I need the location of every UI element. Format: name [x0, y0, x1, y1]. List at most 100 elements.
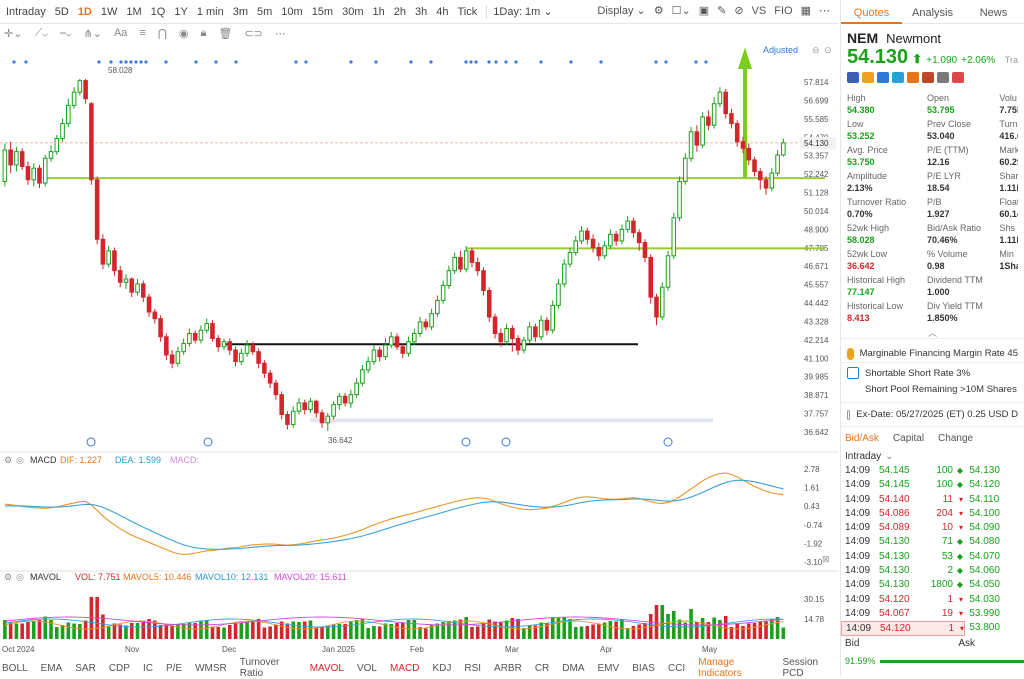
candle-body[interactable]: [123, 278, 129, 283]
event-dot[interactable]: [134, 60, 138, 64]
earnings-marker-icon[interactable]: [663, 437, 673, 447]
pane-eye-icon[interactable]: ◎: [16, 455, 24, 465]
event-dot[interactable]: [144, 60, 148, 64]
candle-body[interactable]: [192, 333, 198, 341]
indicator-wmsr[interactable]: WMSR: [195, 662, 227, 674]
subtab-change[interactable]: Change: [938, 433, 974, 444]
candle-body[interactable]: [654, 296, 659, 318]
price-chart[interactable]: 57.81456.69955.58554.47053.35752.24251.1…: [0, 42, 838, 676]
candle-body[interactable]: [769, 172, 775, 189]
candle-body[interactable]: [481, 270, 486, 292]
candle-body[interactable]: [169, 354, 175, 364]
earnings-marker-icon[interactable]: [86, 437, 96, 447]
ex-date-text[interactable]: Ex-Date: 05/27/2025 (ET) 0.25 USD D: [856, 409, 1018, 420]
event-dot[interactable]: [304, 60, 308, 64]
pane-settings-icon[interactable]: ⚙: [4, 572, 12, 582]
candle-body[interactable]: [631, 220, 636, 234]
timeframe-15m[interactable]: 15m: [311, 5, 334, 18]
candle-body[interactable]: [423, 321, 429, 328]
ladder-price[interactable]: 54.050: [969, 579, 1000, 591]
pencil-icon[interactable]: ✎: [717, 5, 727, 17]
intraday-select[interactable]: Intraday: [845, 450, 882, 462]
timeframe-3h[interactable]: 3h: [415, 5, 428, 18]
event-dot[interactable]: [474, 60, 478, 64]
candle-body[interactable]: [60, 123, 65, 139]
event-dot[interactable]: [514, 60, 518, 64]
candle-body[interactable]: [89, 103, 94, 181]
timeframe-2h[interactable]: 2h: [393, 5, 406, 18]
indicator-emv[interactable]: EMV: [597, 662, 620, 674]
trash-icon[interactable]: 🗑︎: [218, 27, 233, 40]
pane-settings-icon[interactable]: ⚙: [4, 455, 12, 465]
candle-body[interactable]: [619, 228, 625, 242]
indicator-mavol[interactable]: MAVOL: [309, 662, 344, 674]
candle-body[interactable]: [533, 326, 538, 338]
timeframe-10m[interactable]: 10m: [281, 5, 303, 18]
candle-body[interactable]: [636, 232, 642, 244]
chevron-down-icon[interactable]: ⌄: [885, 450, 894, 462]
event-dot[interactable]: [349, 60, 353, 64]
candle-body[interactable]: [659, 286, 665, 318]
timeframe-30m[interactable]: 30m: [342, 5, 364, 18]
indicator-cr[interactable]: CR: [534, 662, 550, 674]
timeframe-3m[interactable]: 3m: [232, 5, 248, 18]
event-dot[interactable]: [234, 60, 238, 64]
event-dot[interactable]: [164, 60, 168, 64]
event-dot[interactable]: [429, 60, 433, 64]
candle-body[interactable]: [348, 394, 354, 404]
candle-body[interactable]: [360, 369, 365, 384]
candle-body[interactable]: [146, 296, 152, 313]
reset-icon[interactable]: ⊙: [824, 45, 832, 55]
candle-body[interactable]: [700, 116, 705, 146]
more-icon[interactable]: ⋯: [819, 5, 830, 17]
candle-body[interactable]: [175, 351, 181, 364]
candle-body[interactable]: [752, 159, 757, 173]
candle-body[interactable]: [527, 326, 532, 341]
indicator-p-e[interactable]: P/E: [165, 662, 183, 674]
indicator-bias[interactable]: BIAS: [632, 662, 655, 674]
candle-body[interactable]: [504, 328, 509, 343]
arc-tool-icon[interactable]: ⋂: [157, 27, 167, 40]
candle-body[interactable]: [458, 256, 463, 270]
candle-body[interactable]: [181, 342, 186, 353]
candle-body[interactable]: [677, 180, 682, 219]
candle-body[interactable]: [723, 91, 728, 115]
ladder-price[interactable]: 53.800: [969, 622, 1000, 634]
crosshair-icon[interactable]: ✛⌄: [4, 27, 23, 40]
chart-area[interactable]: 57.81456.69955.58554.47053.35752.24251.1…: [0, 42, 838, 676]
line-tool-icon[interactable]: ⟋⌄: [34, 26, 49, 39]
event-dot[interactable]: [294, 60, 298, 64]
candle-body[interactable]: [215, 337, 221, 348]
text-tool-icon[interactable]: Aa: [113, 27, 128, 39]
more-icon[interactable]: ⋯: [274, 27, 286, 40]
indicator-rsi[interactable]: RSI: [464, 662, 482, 674]
event-dot[interactable]: [494, 60, 498, 64]
candle-body[interactable]: [567, 252, 573, 265]
earnings-marker-icon[interactable]: [461, 437, 471, 447]
candle-body[interactable]: [267, 372, 273, 384]
ladder-price[interactable]: 54.120: [969, 479, 1000, 491]
candle-body[interactable]: [781, 142, 786, 156]
candle-body[interactable]: [648, 256, 654, 298]
candle-body[interactable]: [746, 147, 752, 161]
candle-body[interactable]: [94, 179, 100, 240]
subtab-capital[interactable]: Capital: [892, 433, 925, 444]
candle-body[interactable]: [14, 151, 19, 166]
tab-quotes[interactable]: Quotes: [841, 0, 902, 24]
lock-icon[interactable]: 🔒︎: [200, 26, 207, 39]
event-dot[interactable]: [194, 60, 198, 64]
candle-body[interactable]: [510, 328, 515, 339]
candle-body[interactable]: [250, 344, 256, 353]
candle-body[interactable]: [642, 242, 648, 258]
candle-body[interactable]: [602, 245, 607, 257]
candle-body[interactable]: [256, 351, 261, 364]
candle-body[interactable]: [688, 131, 694, 159]
timeframe-5m[interactable]: 5m: [257, 5, 273, 18]
candle-body[interactable]: [8, 149, 13, 166]
candle-body[interactable]: [757, 171, 763, 181]
event-dot[interactable]: [129, 60, 133, 64]
candle-body[interactable]: [158, 318, 163, 338]
candle-body[interactable]: [475, 261, 481, 272]
fib-tool-icon[interactable]: ≡: [139, 27, 146, 39]
timeframe-intraday[interactable]: Intraday: [6, 5, 46, 18]
